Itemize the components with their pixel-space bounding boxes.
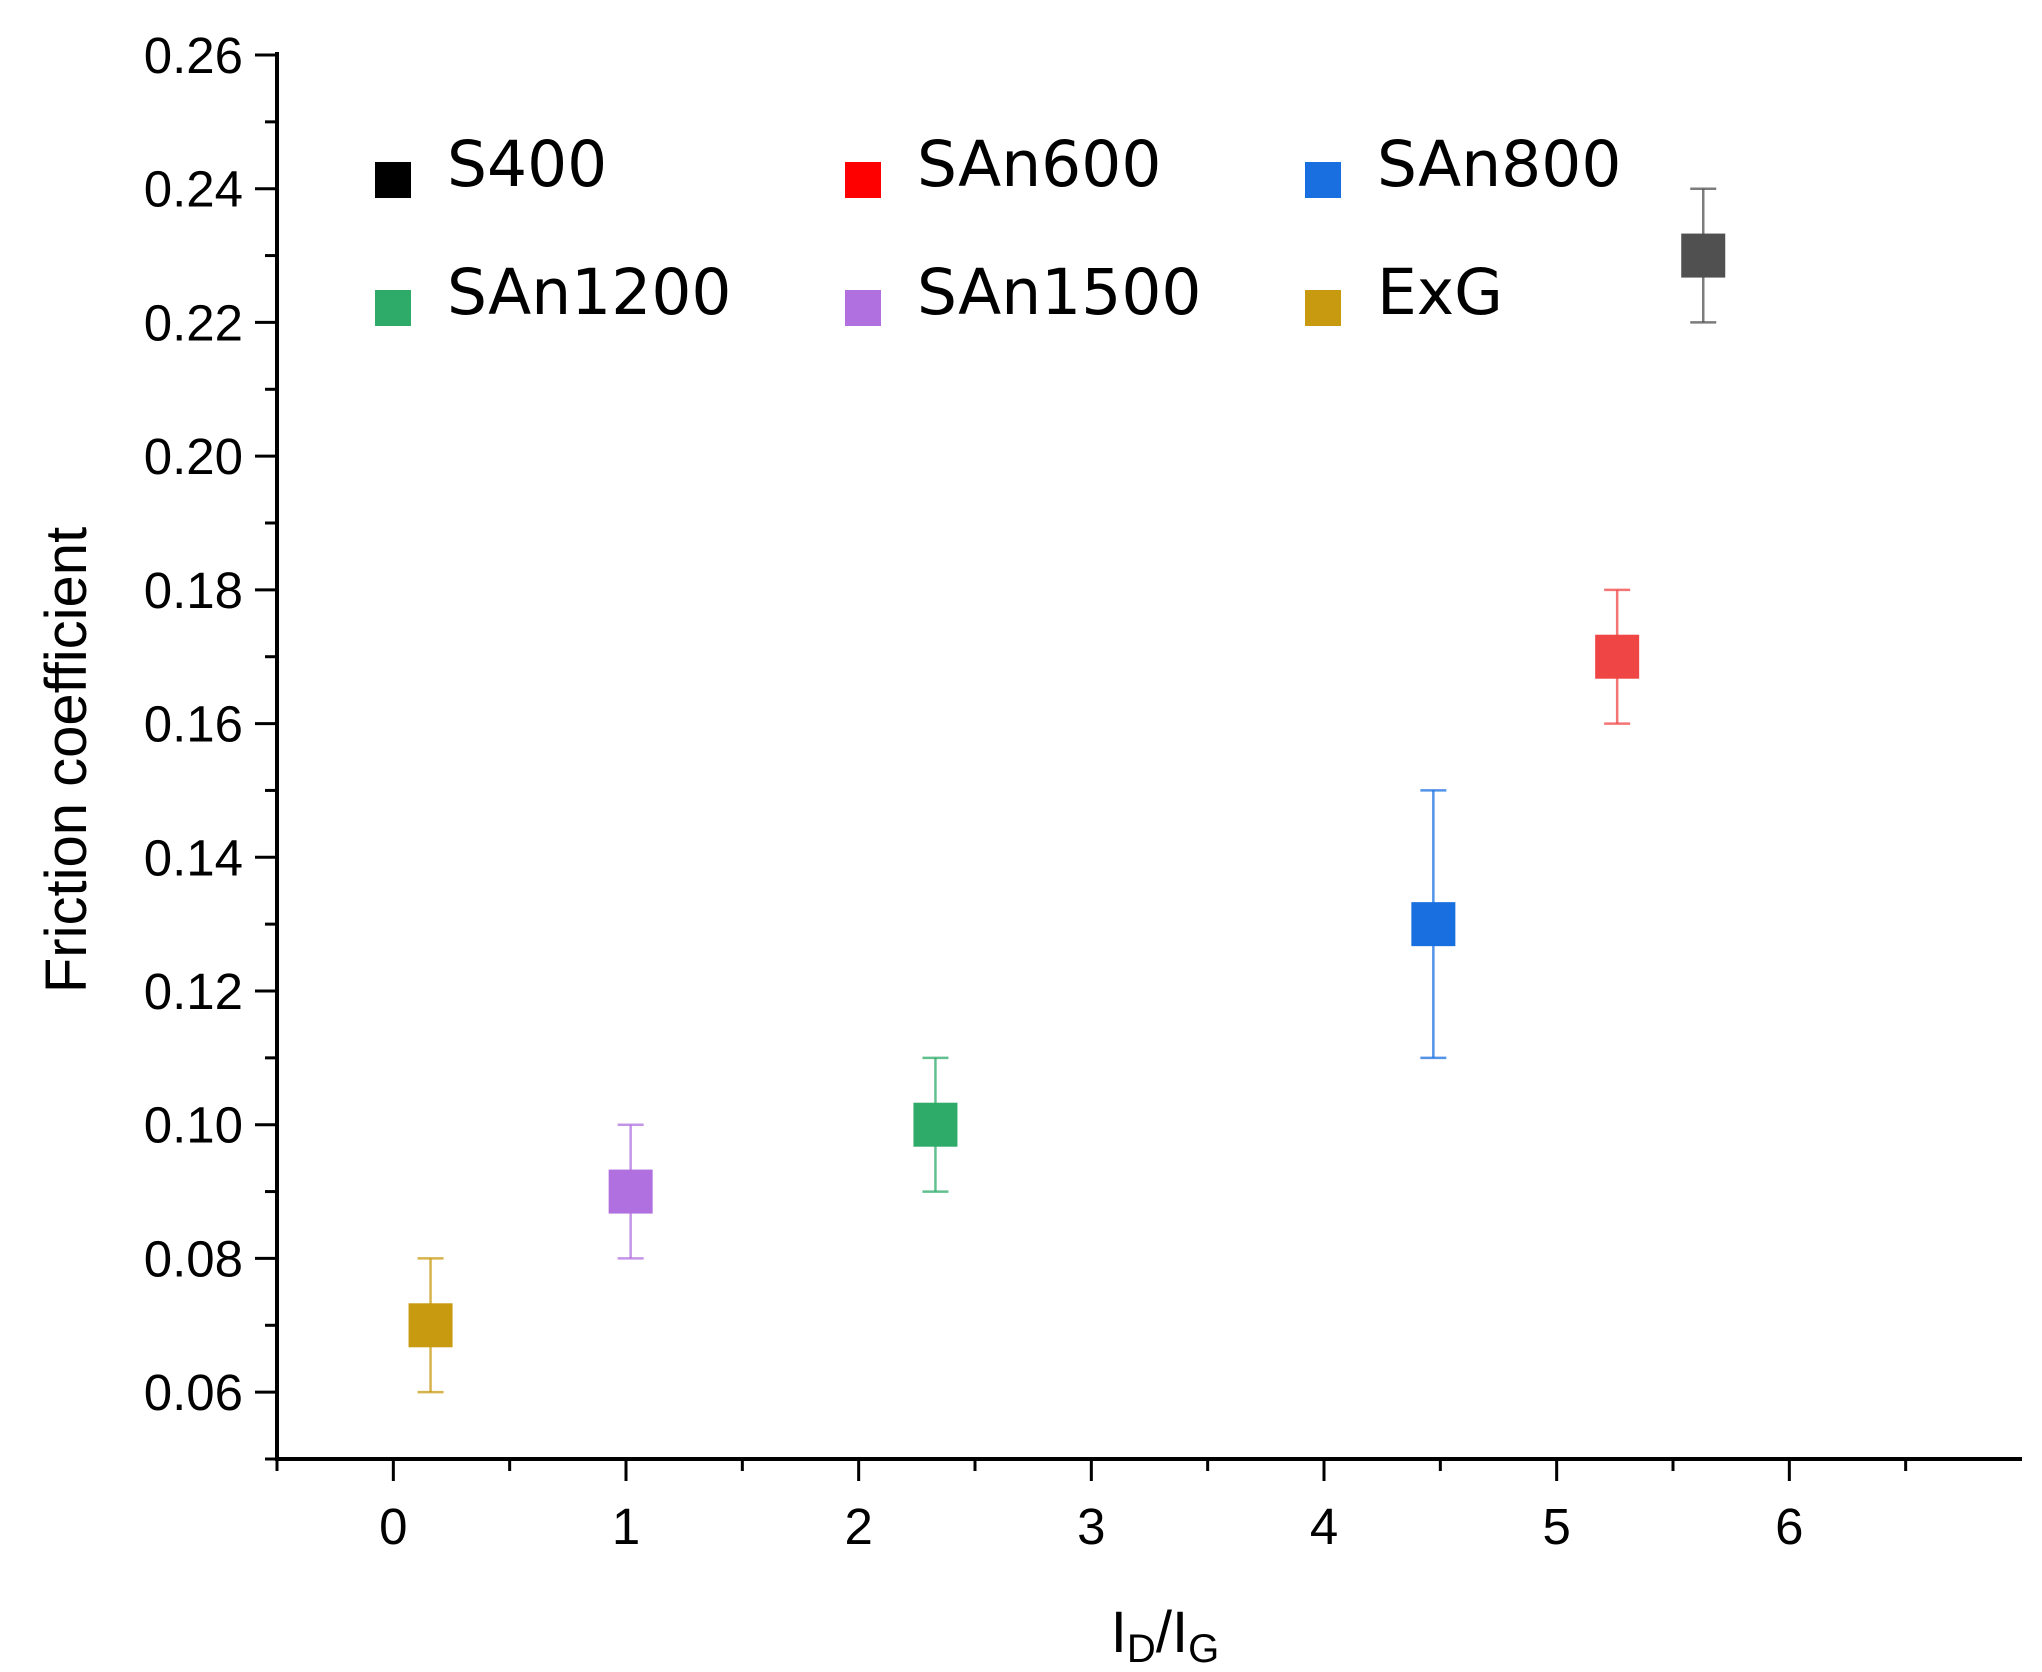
data-point-marker [408, 1303, 453, 1348]
legend-label: SAn800 [1377, 128, 1621, 201]
legend-swatch [845, 290, 881, 326]
data-point-marker [608, 1169, 653, 1214]
y-tick-label: 0.26 [144, 27, 243, 84]
y-tick-label: 0.16 [144, 696, 243, 753]
x-tick-label: 5 [1542, 1498, 1570, 1555]
data-point-group [608, 1123, 653, 1260]
legend-swatch [375, 162, 411, 198]
legend-swatch [845, 162, 881, 198]
tick-group: 0.06 0.08 0.10 0.12 0.14 0.16 0.18 0.20 0.22 0.24… [144, 27, 1908, 1555]
legend: S400 SAn600 SAn800 SAn1200 SAn1500 ExG [375, 128, 1621, 329]
y-axis-title: Friction coefficient [34, 527, 99, 993]
legend-swatch [1305, 290, 1341, 326]
x-tick-label: 0 [379, 1498, 407, 1555]
legend-swatch [375, 290, 411, 326]
legend-swatch [1305, 162, 1341, 198]
x-tick-label: 1 [612, 1498, 640, 1555]
data-point-group [1681, 187, 1726, 324]
legend-label: SAn1200 [447, 256, 732, 329]
data-point-group [913, 1056, 958, 1193]
x-axis-title-main: I [1111, 1600, 1127, 1665]
data-point-marker [1411, 902, 1456, 947]
y-tick-label: 0.20 [144, 428, 243, 485]
legend-label: SAn1500 [917, 256, 1202, 329]
y-tick-label: 0.22 [144, 294, 243, 351]
y-tick-label: 0.08 [144, 1230, 243, 1287]
x-tick-label: 6 [1775, 1498, 1803, 1555]
data-point-marker [1681, 233, 1726, 278]
legend-entry: S400 [375, 128, 607, 201]
legend-label: S400 [447, 128, 607, 201]
x-tick-label: 2 [844, 1498, 872, 1555]
data-marks [408, 187, 1726, 1394]
legend-entry: SAn600 [845, 128, 1161, 201]
x-axis-title-sub-d: D [1127, 1627, 1156, 1671]
legend-entry: SAn1500 [845, 256, 1202, 329]
data-point-group [1411, 789, 1456, 1060]
legend-entry: SAn1200 [375, 256, 732, 329]
data-point-group [408, 1257, 453, 1394]
x-tick-label: 3 [1077, 1498, 1105, 1555]
x-tick-label: 4 [1310, 1498, 1338, 1555]
legend-label: ExG [1377, 256, 1503, 329]
y-tick-label: 0.14 [144, 829, 243, 886]
x-axis-title-main-2: I [1172, 1600, 1188, 1665]
y-tick-label: 0.12 [144, 963, 243, 1020]
x-axis-title-sub-g: G [1188, 1627, 1219, 1671]
legend-entry: SAn800 [1305, 128, 1621, 201]
data-point-group [1595, 588, 1640, 725]
legend-entry: ExG [1305, 256, 1503, 329]
x-axis-title: ID/IG [1111, 1600, 1219, 1671]
y-tick-label: 0.10 [144, 1097, 243, 1154]
y-tick-label: 0.06 [144, 1364, 243, 1421]
data-point-marker [1595, 634, 1640, 679]
y-tick-label: 0.24 [144, 161, 243, 218]
legend-label: SAn600 [917, 128, 1161, 201]
x-axis-title-separator: / [1156, 1600, 1173, 1665]
axes [275, 52, 2022, 1461]
data-point-marker [913, 1102, 958, 1147]
y-tick-label: 0.18 [144, 562, 243, 619]
